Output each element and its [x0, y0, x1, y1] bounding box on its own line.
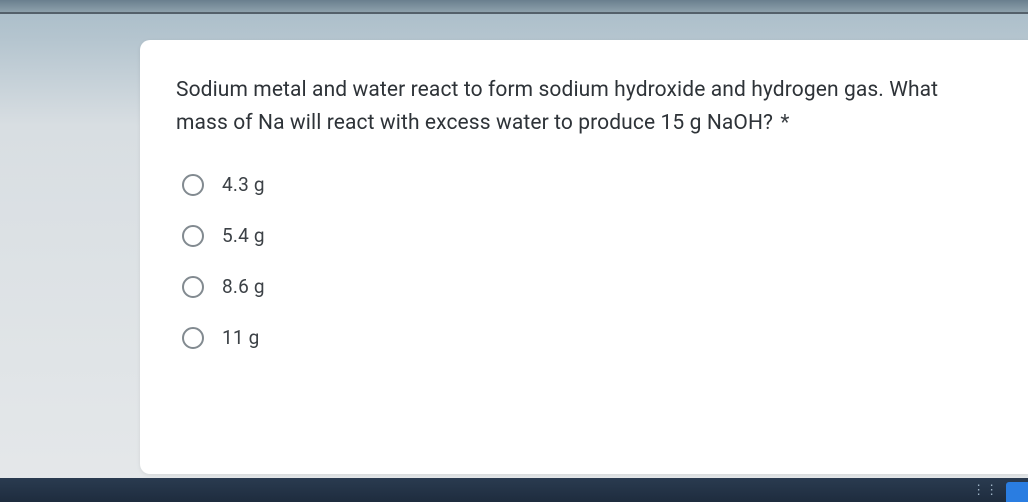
options-group: 4.3 g 5.4 g 8.6 g 11 g: [176, 173, 992, 349]
option-label: 4.3 g: [222, 173, 265, 196]
option-0[interactable]: 4.3 g: [182, 173, 992, 196]
browser-tab-strip: [0, 0, 1028, 14]
radio-icon: [182, 174, 204, 196]
option-label: 5.4 g: [222, 224, 265, 247]
option-2[interactable]: 8.6 g: [182, 275, 992, 298]
option-1[interactable]: 5.4 g: [182, 224, 992, 247]
option-label: 8.6 g: [222, 275, 265, 298]
show-desktop-button[interactable]: [1006, 482, 1028, 502]
radio-icon: [182, 276, 204, 298]
radio-icon: [182, 327, 204, 349]
tray-chevron-icon[interactable]: ⋮⋮: [972, 483, 998, 498]
option-label: 11 g: [222, 326, 260, 349]
question-text: Sodium metal and water react to form sod…: [176, 74, 992, 139]
question-body: Sodium metal and water react to form sod…: [176, 78, 938, 135]
radio-icon: [182, 225, 204, 247]
windows-taskbar[interactable]: ⋮⋮ ‹: [0, 478, 1028, 502]
option-3[interactable]: 11 g: [182, 326, 992, 349]
question-card: Sodium metal and water react to form sod…: [140, 40, 1028, 474]
required-marker: *: [780, 111, 789, 135]
